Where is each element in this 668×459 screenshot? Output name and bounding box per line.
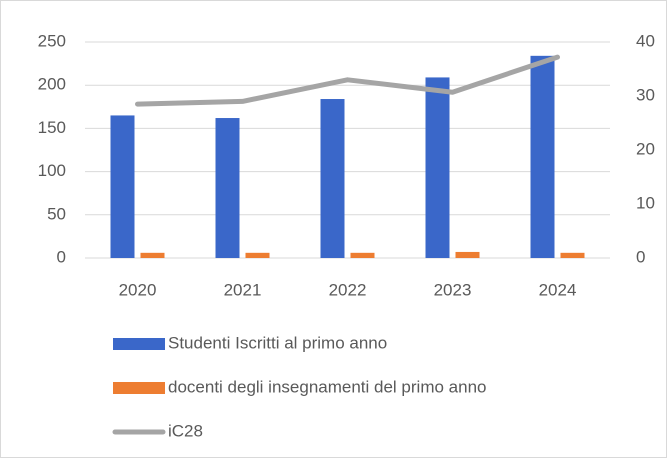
legend-label: iC28 (168, 421, 203, 440)
bar (530, 55, 555, 258)
y-tick-label: 200 (38, 75, 66, 94)
x-tick-label: 2020 (119, 280, 157, 299)
bar (215, 118, 240, 258)
y2-tick-label: 10 (636, 193, 655, 212)
bar (320, 99, 345, 258)
y2-tick-label: 30 (636, 85, 655, 104)
y-tick-label: 0 (57, 247, 66, 266)
y-tick-label: 50 (47, 204, 66, 223)
line (135, 54, 560, 107)
bar (350, 252, 375, 258)
y2-tick-label: 40 (636, 31, 655, 50)
legend-swatch (113, 338, 165, 350)
y-tick-label: 250 (38, 31, 66, 50)
bar (245, 252, 270, 258)
y-tick-label: 150 (38, 118, 66, 137)
x-tick-label: 2021 (224, 280, 262, 299)
legend-swatch (113, 382, 165, 394)
legend-label: Studenti Iscritti al primo anno (168, 333, 387, 352)
bar (455, 251, 480, 258)
bar (110, 115, 135, 258)
x-tick-label: 2024 (539, 280, 577, 299)
bar (140, 252, 165, 258)
bar (560, 252, 585, 258)
y2-tick-label: 20 (636, 139, 655, 158)
y2-tick-label: 0 (636, 247, 645, 266)
x-tick-label: 2022 (329, 280, 367, 299)
y-tick-label: 100 (38, 161, 66, 180)
x-tick-label: 2023 (434, 280, 472, 299)
legend-label: docenti degli insegnamenti del primo ann… (168, 377, 486, 396)
bar (425, 77, 450, 258)
